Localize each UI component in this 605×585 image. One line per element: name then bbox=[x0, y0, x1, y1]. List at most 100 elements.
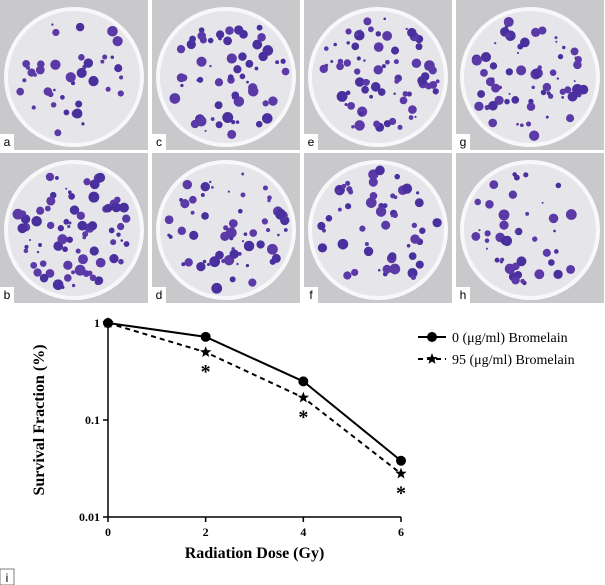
colony bbox=[74, 264, 86, 276]
colony bbox=[369, 192, 378, 200]
colony bbox=[211, 282, 223, 294]
panel-label-box bbox=[0, 134, 14, 150]
colony bbox=[393, 195, 398, 200]
colony bbox=[539, 71, 543, 76]
colony bbox=[237, 208, 243, 214]
colony bbox=[39, 273, 49, 283]
colony bbox=[262, 185, 268, 191]
colony bbox=[116, 222, 125, 231]
colony bbox=[233, 65, 242, 74]
colony bbox=[383, 17, 387, 21]
colony bbox=[95, 172, 106, 183]
marker bbox=[200, 331, 211, 342]
colony bbox=[567, 91, 578, 102]
colony bbox=[375, 206, 387, 217]
colony bbox=[75, 22, 85, 32]
colony bbox=[429, 80, 438, 89]
colony bbox=[223, 36, 232, 46]
colony bbox=[505, 32, 512, 39]
colony bbox=[62, 246, 68, 253]
marker bbox=[395, 467, 407, 479]
colony bbox=[556, 77, 560, 80]
colony bbox=[489, 180, 499, 190]
colony bbox=[181, 262, 186, 267]
colony bbox=[215, 121, 223, 129]
colony bbox=[68, 192, 76, 200]
colony bbox=[222, 112, 234, 123]
colony bbox=[78, 254, 88, 265]
legend-label: 0 (μg/ml) Bromelain bbox=[452, 331, 568, 346]
colony bbox=[71, 283, 76, 288]
colony bbox=[123, 241, 130, 247]
colony bbox=[243, 240, 255, 252]
colony bbox=[540, 89, 547, 96]
colony bbox=[414, 198, 424, 208]
colony bbox=[75, 100, 83, 108]
colony bbox=[76, 211, 86, 220]
colony bbox=[354, 32, 359, 37]
colony bbox=[337, 238, 349, 250]
colony bbox=[116, 232, 121, 237]
significance-mark: * bbox=[201, 361, 211, 383]
colony bbox=[200, 193, 205, 197]
colony bbox=[65, 187, 68, 190]
colony bbox=[89, 179, 100, 190]
colony bbox=[388, 252, 397, 261]
colony bbox=[504, 98, 510, 105]
colony bbox=[511, 276, 520, 285]
colony bbox=[227, 129, 237, 139]
colony bbox=[198, 27, 205, 33]
colony bbox=[164, 215, 174, 225]
colony bbox=[200, 181, 210, 192]
colony bbox=[182, 179, 193, 190]
colony bbox=[491, 83, 501, 93]
colony bbox=[474, 101, 484, 111]
colony bbox=[561, 96, 565, 99]
significance-mark: * bbox=[396, 483, 406, 505]
colony bbox=[557, 53, 564, 60]
colony bbox=[257, 32, 266, 42]
colony bbox=[246, 80, 249, 84]
x-tick-label: 6 bbox=[398, 525, 404, 539]
colony bbox=[22, 78, 27, 83]
colony bbox=[358, 111, 364, 117]
colony bbox=[367, 26, 374, 33]
colony bbox=[549, 69, 557, 77]
colony bbox=[271, 253, 281, 263]
colony bbox=[267, 195, 272, 201]
colony bbox=[120, 239, 124, 242]
colony bbox=[477, 90, 486, 98]
colony bbox=[505, 68, 513, 76]
colony bbox=[362, 78, 370, 86]
colony bbox=[356, 56, 361, 61]
colony bbox=[343, 59, 352, 67]
colony bbox=[528, 98, 534, 105]
colony bbox=[548, 213, 559, 224]
colony bbox=[30, 261, 38, 269]
y-axis-label: Survival Fraction (%) bbox=[31, 344, 48, 495]
colony bbox=[114, 64, 123, 73]
panel-label: e bbox=[308, 135, 315, 149]
colony bbox=[103, 203, 113, 213]
colony bbox=[532, 236, 538, 242]
colony bbox=[118, 258, 124, 265]
colony bbox=[119, 75, 124, 80]
colony bbox=[525, 121, 532, 127]
colony bbox=[201, 212, 209, 220]
colony bbox=[112, 36, 123, 47]
colony bbox=[397, 124, 403, 130]
colony bbox=[554, 249, 559, 254]
colony bbox=[382, 30, 393, 41]
colony bbox=[525, 211, 530, 216]
colony bbox=[474, 198, 482, 206]
colony bbox=[261, 113, 273, 124]
colony bbox=[107, 25, 118, 37]
colony bbox=[64, 274, 72, 282]
colony bbox=[280, 58, 286, 64]
panel-label-box bbox=[152, 287, 166, 303]
colony bbox=[564, 86, 572, 94]
colony bbox=[478, 229, 481, 232]
colony bbox=[256, 24, 263, 31]
colony bbox=[323, 46, 329, 51]
